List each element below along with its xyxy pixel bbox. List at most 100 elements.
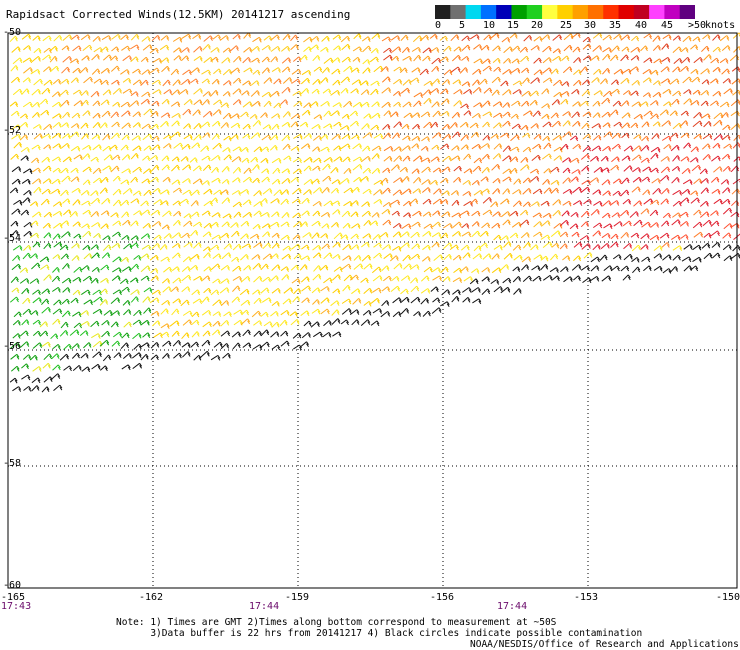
wind-barb [392, 297, 402, 304]
colorbar-swatch [450, 5, 467, 19]
wind-barb [421, 179, 431, 185]
wind-barb [42, 178, 52, 184]
wind-barb [542, 135, 551, 142]
wind-barb [100, 176, 109, 184]
wind-barb [453, 176, 462, 183]
wind-barb [289, 311, 298, 317]
wind-barb [232, 77, 242, 84]
wind-barb [251, 310, 261, 318]
wind-barb [619, 209, 630, 217]
wind-barb [193, 354, 202, 361]
wind-barb [192, 178, 203, 185]
wind-barb [442, 276, 451, 282]
wind-barb [261, 223, 271, 229]
wind-barb [122, 188, 133, 195]
wind-barb [161, 278, 171, 284]
wind-barb [681, 168, 691, 175]
wind-barb [650, 146, 661, 153]
wind-barb [322, 331, 332, 338]
time-label-2: 17:44 [249, 601, 280, 612]
wind-barb [399, 67, 408, 74]
wind-barb [680, 234, 689, 240]
wind-barb [469, 34, 480, 40]
wind-barb [160, 57, 170, 64]
wind-barb [72, 276, 82, 283]
wind-barb [311, 123, 321, 130]
wind-barb [130, 289, 140, 296]
wind-barb [403, 112, 413, 119]
wind-barb [570, 212, 579, 218]
wind-barb [602, 67, 611, 75]
wind-barb [580, 100, 589, 107]
wind-barb [52, 267, 60, 273]
wind-barb [101, 35, 112, 41]
wind-barb [480, 44, 490, 51]
wind-barb [71, 243, 80, 249]
colorbar-swatch [542, 5, 558, 19]
wind-barb [333, 121, 342, 128]
wind-barb [402, 101, 412, 108]
wind-barb [210, 56, 219, 63]
wind-barb [253, 201, 263, 207]
wind-barb [562, 200, 572, 207]
wind-barb [721, 45, 731, 51]
wind-barb [92, 308, 103, 315]
wind-barb [180, 299, 190, 307]
wind-barb [100, 223, 109, 230]
wind-barb [243, 32, 252, 39]
wind-barb [569, 135, 579, 142]
wind-barb [322, 163, 331, 171]
wind-barb [640, 233, 650, 240]
wind-barb [240, 233, 249, 240]
wind-barb [111, 275, 121, 281]
colorbar-swatch [679, 5, 696, 19]
wind-barb [220, 265, 230, 271]
wind-barb [661, 43, 670, 50]
wind-barb [80, 90, 89, 97]
wind-barb [293, 344, 302, 351]
wind-barb [140, 275, 150, 282]
wind-barb [582, 36, 591, 43]
wind-barb [42, 362, 51, 369]
wind-barb [360, 80, 369, 86]
wind-barb [379, 232, 389, 238]
wind-barb [372, 234, 381, 240]
wind-barb [720, 179, 730, 185]
wind-barb [333, 232, 343, 240]
wind-barb [692, 244, 702, 251]
wind-barb [31, 262, 41, 270]
wind-barb [42, 165, 52, 172]
wind-barb [543, 142, 552, 150]
wind-barb [222, 69, 232, 76]
wind-barb [111, 79, 120, 86]
wind-barb [183, 99, 193, 106]
wind-barb [282, 143, 291, 151]
wind-barb [312, 165, 321, 172]
wind-barb [319, 134, 329, 141]
wind-barb [202, 164, 212, 171]
wind-barb [383, 155, 393, 162]
wind-barb [543, 187, 552, 194]
wind-barb [712, 46, 721, 53]
wind-barb [190, 67, 200, 74]
wind-barb [553, 91, 563, 98]
wind-barb [660, 166, 671, 174]
wind-barb [60, 231, 71, 238]
wind-barb [72, 199, 81, 206]
wind-barb [420, 288, 431, 294]
wind-barb [330, 89, 341, 96]
wind-barb [541, 113, 550, 120]
wind-barb [640, 244, 649, 250]
wind-barb [170, 286, 179, 292]
wind-barb [710, 220, 720, 227]
wind-barb [519, 46, 529, 53]
wind-barb [550, 166, 560, 173]
wind-barb [360, 89, 370, 96]
wind-barb [31, 157, 40, 164]
wind-barb [281, 212, 290, 219]
wind-barb [463, 110, 472, 116]
wind-barb [580, 186, 591, 194]
wind-barb [52, 201, 63, 207]
wind-barb [592, 100, 601, 107]
wind-barb [140, 200, 149, 207]
